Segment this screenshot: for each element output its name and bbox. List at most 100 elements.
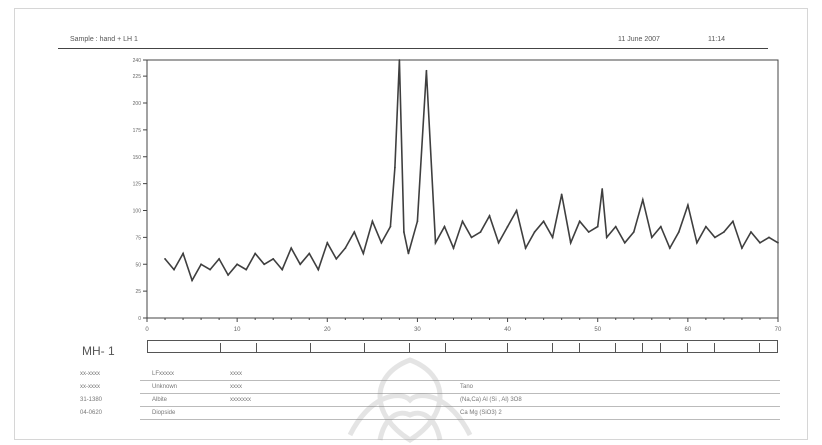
data-point <box>182 252 184 255</box>
y-tick-label: 200 <box>133 101 142 107</box>
data-point <box>470 236 473 239</box>
data-point <box>768 236 770 239</box>
stick-line <box>714 343 716 352</box>
stick-line <box>642 343 644 352</box>
data-point <box>407 252 410 255</box>
entry-name: Diopside <box>152 410 176 416</box>
x-tick-label: 0 <box>145 327 149 333</box>
data-point <box>479 231 482 233</box>
data-point <box>686 204 689 207</box>
data-point <box>380 241 383 244</box>
data-point <box>623 241 626 244</box>
data-point <box>263 263 266 266</box>
y-tick-label: 175 <box>133 128 142 134</box>
data-point <box>560 193 563 196</box>
data-point <box>335 257 338 260</box>
x-tick-label: 30 <box>414 327 421 333</box>
data-point <box>777 241 779 244</box>
stick-line <box>579 343 581 352</box>
entry-divider <box>140 393 780 394</box>
data-point <box>741 247 743 250</box>
entry-divider <box>140 419 780 420</box>
report-header: Sample : hand + LH 1 11 June 2007 11:14 <box>58 32 768 49</box>
x-tick-label: 50 <box>594 327 601 333</box>
x-tick-label: 40 <box>504 327 511 333</box>
data-point <box>614 225 617 228</box>
reference-entry: xx-xxxx LFxxxxx xxxx <box>80 370 780 381</box>
stick-line <box>444 343 446 352</box>
y-tick-label: 25 <box>135 289 141 295</box>
stick-pattern-box <box>147 340 778 353</box>
data-point <box>254 252 257 255</box>
data-point <box>569 241 572 244</box>
sample-label: Sample : hand + LH 1 <box>70 36 138 43</box>
data-point <box>362 252 365 255</box>
entry-extra: xxxx <box>230 384 242 390</box>
reference-entry: 31-1380 Albite xxxxxxx (Na,Ca) Al (Si , … <box>80 396 780 407</box>
data-point <box>245 268 248 271</box>
data-point <box>227 274 230 276</box>
y-tick-label: 225 <box>133 74 142 80</box>
data-point <box>461 220 464 223</box>
data-point <box>434 241 437 244</box>
stick-line <box>687 343 689 352</box>
data-point <box>605 236 608 239</box>
x-tick-label: 70 <box>775 327 782 333</box>
data-point <box>326 241 329 244</box>
stick-line <box>309 343 311 352</box>
entry-formula: Tano <box>460 384 474 390</box>
data-point <box>578 220 581 223</box>
data-point <box>497 241 500 244</box>
data-point <box>759 241 761 244</box>
data-point <box>677 231 680 233</box>
y-tick-label: 240 <box>133 58 142 64</box>
stick-line <box>255 343 257 352</box>
data-point <box>723 231 725 233</box>
entry-code: xx-xxxx <box>80 384 100 390</box>
data-point <box>551 236 554 239</box>
y-tick-label: 100 <box>133 209 142 215</box>
data-point <box>659 225 662 228</box>
data-point <box>308 252 311 255</box>
data-point <box>488 214 491 217</box>
entry-extra: xxxxxxx <box>230 397 251 403</box>
data-point <box>533 231 536 233</box>
entry-divider <box>140 380 780 381</box>
time-label: 11:14 <box>708 36 725 43</box>
data-point <box>191 279 193 282</box>
axis-layer: 0 10 20 30 40 50 60 70 0 25 50 75 100 125 150 175 200 225… <box>133 58 782 333</box>
trace-layer <box>164 59 779 283</box>
entry-name: Unknown <box>152 384 178 390</box>
stick-line <box>552 343 554 352</box>
x-tick-label: 20 <box>324 327 331 333</box>
entry-code: xx-xxxx <box>80 371 100 377</box>
data-point <box>403 231 405 233</box>
reference-entry: xx-xxxx Unknown xxxx Tano <box>80 383 780 394</box>
y-tick-label: 150 <box>133 155 142 161</box>
data-point <box>344 247 347 250</box>
data-point <box>398 59 401 61</box>
data-point <box>353 231 356 233</box>
series-line <box>164 59 779 283</box>
entry-code: 31-1380 <box>80 397 103 403</box>
data-point <box>601 188 604 190</box>
entry-code: 04-0620 <box>80 410 103 416</box>
data-point <box>632 231 635 233</box>
y-tick-label: 75 <box>135 235 141 241</box>
data-point <box>393 166 396 169</box>
data-point <box>524 247 527 250</box>
data-point <box>704 225 707 228</box>
entry-formula: Ca Mg (SiO3) 2 <box>460 410 502 416</box>
y-tick-label: 125 <box>133 182 142 188</box>
data-point <box>750 231 752 233</box>
plot-frame <box>146 59 779 319</box>
data-point <box>281 268 284 271</box>
data-point <box>732 220 734 223</box>
entry-extra: xxxx <box>230 371 242 377</box>
data-point <box>389 225 392 228</box>
data-point <box>173 268 175 271</box>
x-tick-label: 10 <box>234 327 241 333</box>
data-point <box>695 241 698 244</box>
data-point <box>443 225 446 228</box>
stick-line <box>759 343 761 352</box>
